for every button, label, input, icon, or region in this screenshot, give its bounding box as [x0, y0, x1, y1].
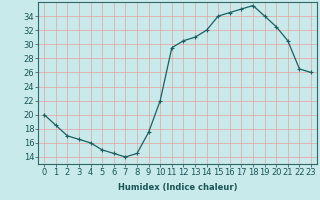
- X-axis label: Humidex (Indice chaleur): Humidex (Indice chaleur): [118, 183, 237, 192]
